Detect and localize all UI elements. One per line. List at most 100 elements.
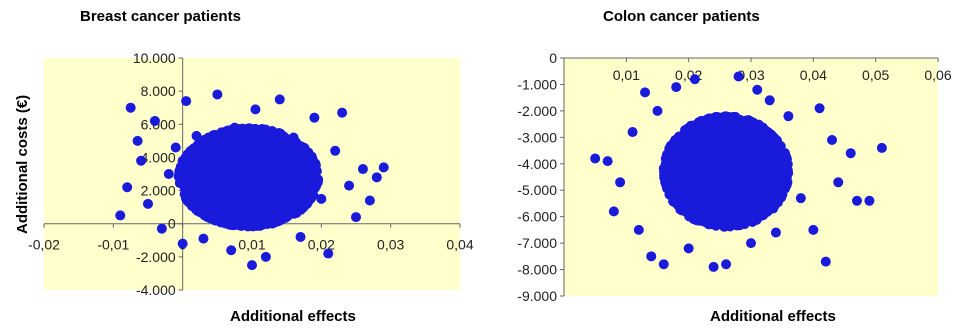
scatter-point — [115, 210, 126, 221]
scatter-point — [132, 135, 143, 146]
scatter-point — [244, 200, 255, 211]
x-tick-label: -0,02 — [28, 237, 60, 253]
y-tick-label: -2.000 — [136, 249, 176, 265]
scatter-point — [771, 138, 782, 149]
scatter-point — [701, 116, 712, 127]
y-tick-label: -4.000 — [517, 156, 557, 172]
scatter-point — [702, 132, 713, 143]
x-tick-label: 0,04 — [446, 237, 473, 253]
scatter-point — [211, 203, 222, 214]
scatter-point — [270, 135, 281, 146]
scatter-point — [233, 202, 244, 213]
scatter-point — [240, 149, 251, 160]
colon-cancer-chart: 0,01 0,02 0,03 0,04 0,05 0,06 0 -1.000 -2.000 -3.… — [480, 0, 970, 329]
scatter-point — [309, 112, 320, 123]
scatter-point — [725, 143, 736, 154]
scatter-point — [302, 170, 313, 181]
scatter-point — [272, 170, 283, 181]
scatter-point — [253, 185, 264, 196]
scatter-point — [247, 260, 257, 271]
y-axis-label: Additional costs (€) — [14, 94, 31, 234]
scatter-point — [269, 184, 280, 195]
scatter-point — [281, 208, 292, 219]
scatter-point — [125, 102, 136, 113]
x-tick-label: 0,04 — [800, 67, 827, 83]
x-tick-label: 0,03 — [737, 67, 764, 83]
scatter-point — [288, 160, 299, 171]
scatter-point — [177, 178, 188, 189]
scatter-point — [195, 148, 206, 159]
scatter-point — [263, 129, 274, 140]
scatter-point — [195, 179, 206, 190]
scatter-point — [163, 169, 174, 179]
scatter-point — [207, 210, 218, 221]
y-tick-label: -8.000 — [517, 262, 557, 278]
scatter-point — [719, 179, 730, 190]
scatter-point — [143, 198, 153, 209]
scatter-point — [285, 181, 296, 192]
scatter-point — [250, 104, 261, 115]
scatter-point — [344, 180, 355, 191]
scatter-point — [177, 238, 188, 249]
scatter-point — [351, 212, 361, 223]
scatter-point — [232, 163, 243, 174]
scatter-point — [265, 163, 276, 174]
x-tick-label: 0,01 — [238, 237, 265, 253]
scatter-point — [237, 123, 248, 134]
y-tick-label: -2.000 — [517, 103, 557, 119]
scatter-point — [281, 166, 292, 177]
scatter-point — [257, 150, 268, 161]
scatter-point — [700, 209, 711, 220]
x-tick-label: 0,03 — [377, 237, 404, 253]
x-tick-label: 0,06 — [924, 67, 951, 83]
scatter-point — [203, 193, 214, 204]
colon-cancer-plot: 0,01 0,02 0,03 0,04 0,05 0,060-1.000-2.000-3.… — [517, 50, 952, 304]
scatter-point — [298, 187, 309, 198]
y-tick-label: -4.000 — [136, 282, 176, 298]
x-tick-label: -0,01 — [97, 237, 129, 253]
scatter-point — [364, 195, 375, 206]
y-tick-label: 10.000 — [133, 50, 176, 66]
scatter-point — [357, 164, 368, 175]
scatter-point — [219, 148, 230, 159]
y-tick-label: -7.000 — [517, 235, 557, 251]
scatter-point — [195, 196, 206, 207]
y-tick-label: -6.000 — [517, 209, 557, 225]
scatter-point — [337, 107, 348, 118]
scatter-point — [230, 182, 241, 193]
scatter-point — [156, 223, 167, 234]
scatter-point — [184, 187, 195, 198]
scatter-point — [250, 169, 261, 180]
scatter-point — [273, 213, 284, 224]
scatter-point — [191, 166, 202, 177]
x-tick-label: 0,01 — [613, 67, 640, 83]
scatter-point — [212, 89, 223, 100]
scatter-point — [242, 192, 253, 203]
scatter-point — [219, 177, 230, 188]
scatter-point — [330, 145, 341, 156]
scatter-point — [311, 166, 322, 177]
scatter-point — [231, 190, 242, 201]
y-tick-label: -9.000 — [517, 288, 557, 304]
scatter-point — [298, 144, 309, 155]
scatter-point — [260, 251, 271, 262]
scatter-point — [205, 160, 216, 171]
y-tick-label: -1.000 — [517, 76, 557, 92]
scatter-point — [241, 131, 252, 142]
scatter-point — [299, 201, 310, 212]
scatter-point — [281, 133, 292, 144]
scatter-point — [244, 158, 255, 169]
scatter-point — [136, 155, 147, 166]
y-tick-label: 0 — [168, 216, 176, 232]
scatter-point — [278, 146, 289, 157]
scatter-point — [204, 175, 215, 186]
scatter-point — [278, 156, 289, 167]
scatter-point — [227, 219, 238, 230]
scatter-point — [378, 162, 389, 173]
chart-title: Breast cancer patients — [80, 8, 241, 25]
scatter-point — [222, 168, 233, 179]
scatter-point — [149, 115, 160, 126]
y-tick-label: 0 — [549, 50, 557, 66]
y-tick-label: 2.000 — [141, 183, 176, 199]
y-tick-label: 4.000 — [141, 149, 176, 165]
